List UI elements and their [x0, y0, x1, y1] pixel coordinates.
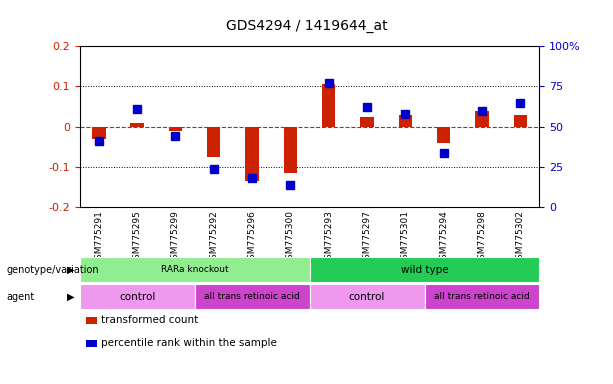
Text: GDS4294 / 1419644_at: GDS4294 / 1419644_at — [226, 19, 387, 33]
Text: all trans retinoic acid: all trans retinoic acid — [204, 292, 300, 301]
Text: agent: agent — [6, 291, 34, 302]
Bar — [169, 127, 182, 131]
Bar — [322, 84, 335, 127]
Bar — [475, 111, 489, 127]
Text: all trans retinoic acid: all trans retinoic acid — [434, 292, 530, 301]
Text: ▶: ▶ — [67, 291, 74, 302]
Bar — [514, 114, 527, 127]
Text: ▶: ▶ — [67, 265, 74, 275]
Text: RARa knockout: RARa knockout — [161, 265, 229, 274]
Bar — [284, 127, 297, 173]
Bar — [398, 114, 412, 127]
Bar — [92, 127, 105, 139]
Text: wild type: wild type — [401, 265, 448, 275]
Text: control: control — [349, 291, 385, 302]
Text: control: control — [119, 291, 155, 302]
Text: transformed count: transformed count — [101, 315, 199, 325]
Text: genotype/variation: genotype/variation — [6, 265, 99, 275]
Bar — [131, 123, 144, 127]
Text: percentile rank within the sample: percentile rank within the sample — [101, 338, 277, 348]
Bar — [437, 127, 451, 143]
Bar — [207, 127, 221, 157]
Bar — [360, 117, 374, 127]
Bar — [245, 127, 259, 181]
